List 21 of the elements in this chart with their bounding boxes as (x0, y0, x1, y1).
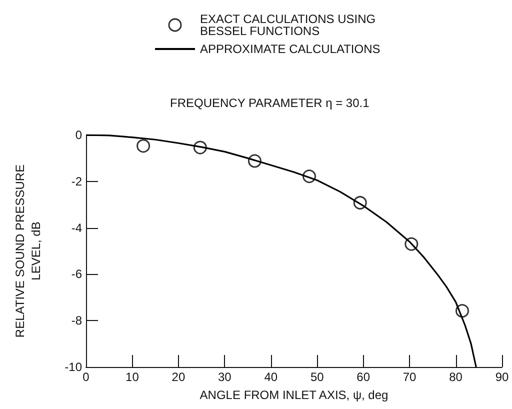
x-tick-label: 60 (356, 370, 370, 384)
legend-label: EXACT CALCULATIONS USING BESSEL FUNCTIONS (200, 12, 376, 38)
y-tick-label: -6 (71, 267, 82, 282)
x-tick-label: 50 (310, 370, 324, 384)
y-tick-label: -8 (71, 314, 82, 328)
x-tick-label: 30 (218, 370, 232, 384)
y-axis-title: RELATIVE SOUND PRESSURE LEVEL, dB (13, 164, 43, 338)
point (136, 139, 150, 153)
x-tick-label: 10 (126, 370, 140, 384)
x-tick-label: 90 (495, 370, 509, 384)
x-tick-label: 70 (402, 370, 417, 384)
y-tick-label: 0 (75, 128, 82, 142)
x-tick-label: 20 (172, 370, 186, 384)
y-tick-label: -4 (71, 220, 82, 235)
x-tick-label: 40 (264, 370, 278, 384)
x-tick-label: 80 (449, 370, 463, 384)
x-axis-title: ANGLE FROM INLET AXIS, ψ, deg (200, 388, 388, 402)
y-tick-label: -10 (64, 360, 82, 374)
legend-label: APPROXIMATE CALCULATIONS (200, 42, 380, 56)
chart-title: FREQUENCY PARAMETER η = 30.1 (170, 96, 370, 110)
y-tick-label: -2 (71, 174, 82, 188)
